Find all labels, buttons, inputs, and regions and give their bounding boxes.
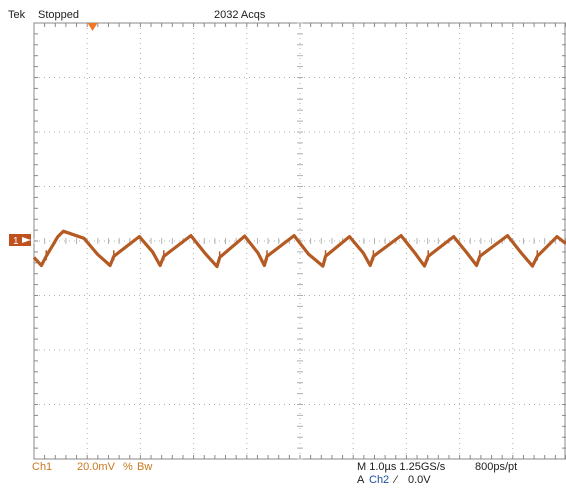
- record-interval: 800ps/pt: [475, 461, 518, 473]
- acquisition-count: 2032 Acqs: [214, 9, 266, 21]
- brand-label: Tek: [8, 9, 26, 21]
- trigger-source: Ch2: [369, 474, 390, 486]
- channel-label: Ch1: [32, 461, 53, 473]
- trigger-position-marker[interactable]: [87, 23, 98, 31]
- trigger-level: 0.0V: [408, 474, 431, 486]
- trace-layer: [32, 229, 566, 269]
- trigger-prefix: A: [357, 474, 365, 486]
- channel-1-marker-arrow: [22, 237, 31, 243]
- trigger-slope-icon: ∕: [395, 474, 397, 486]
- timebase-readout: M 1.0µs 1.25GS/s: [357, 461, 446, 473]
- channel-1-waveform: [32, 229, 566, 269]
- channel-1-marker-box: [9, 234, 31, 246]
- channel-1-marker-label: 1: [13, 236, 19, 247]
- channel-1-ground-marker[interactable]: 1: [9, 234, 31, 247]
- coupling-icon: %: [123, 461, 133, 473]
- acquisition-status: Stopped: [38, 9, 79, 21]
- vertical-scale: 20.0mV: [77, 461, 115, 473]
- bandwidth-label: Bw: [137, 461, 153, 473]
